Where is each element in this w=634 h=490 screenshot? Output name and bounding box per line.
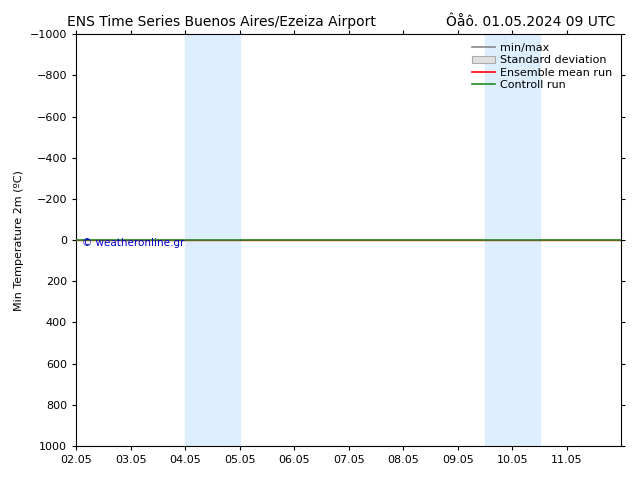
Y-axis label: Min Temperature 2m (ºC): Min Temperature 2m (ºC) <box>14 170 24 311</box>
Legend: min/max, Standard deviation, Ensemble mean run, Controll run: min/max, Standard deviation, Ensemble me… <box>469 40 616 93</box>
Bar <box>485 34 540 446</box>
Text: Ôåô. 01.05.2024 09 UTC: Ôåô. 01.05.2024 09 UTC <box>446 15 615 29</box>
Bar <box>185 34 240 446</box>
Text: © weatheronline.gr: © weatheronline.gr <box>82 238 184 248</box>
Text: ENS Time Series Buenos Aires/Ezeiza Airport: ENS Time Series Buenos Aires/Ezeiza Airp… <box>67 15 377 29</box>
